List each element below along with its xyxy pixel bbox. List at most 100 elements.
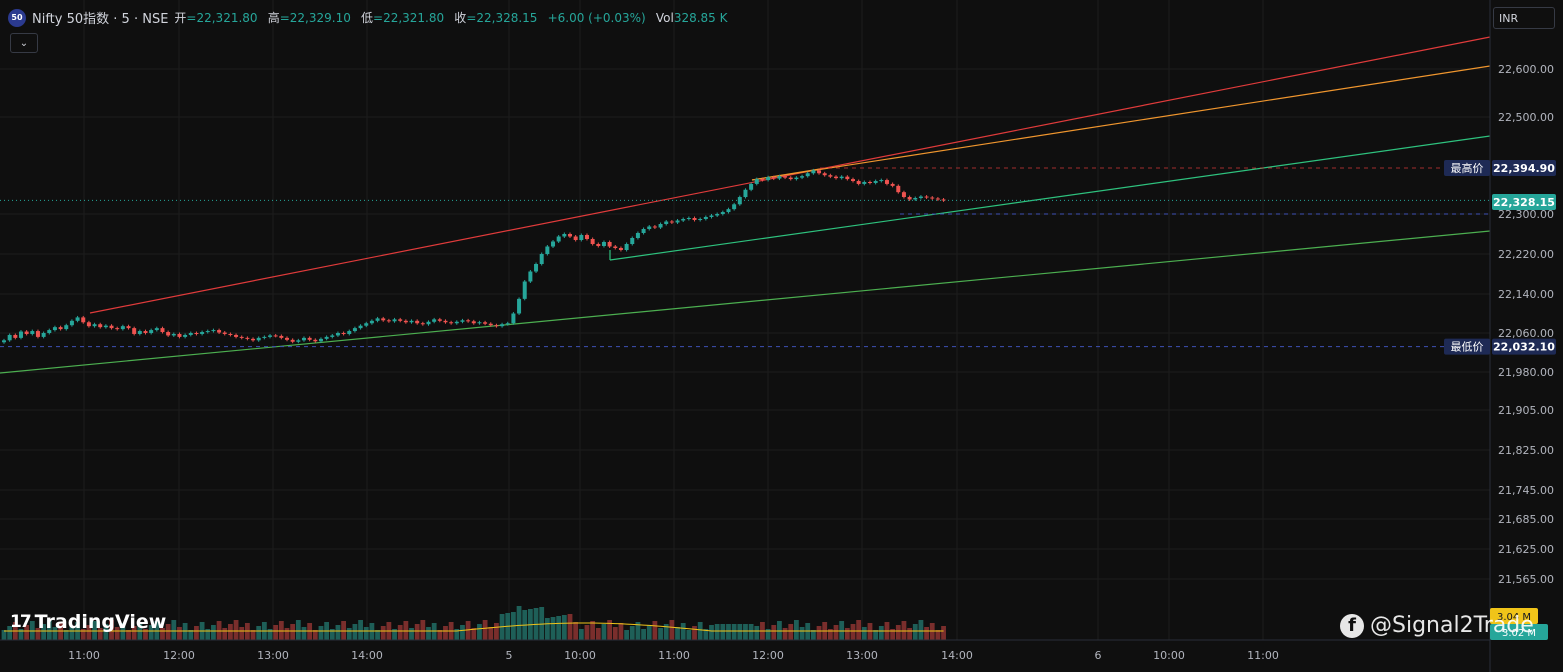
volume-bar (590, 621, 596, 640)
volume-bar (652, 621, 658, 640)
volume-bar (754, 626, 760, 640)
volume-bar (86, 625, 92, 640)
candle-body (200, 332, 205, 334)
candle-body (47, 330, 52, 333)
volume-bar (556, 616, 562, 640)
watermark-text: @Signal2Trade (1370, 613, 1534, 638)
candle-body (771, 177, 776, 179)
volume-bar (148, 625, 154, 640)
currency-button[interactable]: INR (1493, 7, 1555, 29)
candle-body (69, 320, 74, 326)
high-price-badge-bg (1492, 159, 1556, 176)
y-tick-label: 22,600.00 (1498, 63, 1554, 76)
candle-body (341, 333, 346, 334)
candle-body (222, 332, 227, 334)
candle-body (635, 233, 640, 238)
candle-body (573, 236, 578, 240)
candle-body (285, 337, 289, 340)
volume-bar (692, 626, 697, 640)
candle-body (590, 239, 595, 244)
volume-bar (907, 628, 912, 640)
volume-bar (561, 615, 567, 640)
candle-body (143, 331, 148, 333)
candle-body (879, 180, 884, 182)
candle-body (251, 338, 256, 341)
candle-body (358, 325, 363, 329)
volume-bar (850, 624, 856, 640)
tradingview-mark-icon: 17 (10, 612, 32, 632)
y-tick-label: 22,220.00 (1498, 248, 1554, 261)
collapse-legend-button[interactable]: ⌄ (10, 33, 38, 53)
candle-body (867, 181, 872, 183)
volume-bar (443, 626, 448, 640)
candle-body (183, 334, 188, 337)
candle-body (534, 264, 539, 272)
candle-body (737, 197, 742, 205)
candle-body (924, 196, 929, 198)
low-price-badge: 22,032.10 (1493, 341, 1555, 354)
candle-body (483, 322, 488, 324)
candle-body (7, 334, 12, 341)
volume-bar (584, 625, 590, 640)
volume-bar (924, 627, 929, 640)
candle-body (352, 328, 357, 332)
candle-body (896, 185, 901, 193)
candle-body (698, 219, 703, 220)
volume-bar (250, 630, 256, 640)
candle-body (58, 327, 63, 330)
volume-bar (748, 624, 754, 640)
volume-bar (550, 617, 556, 640)
volume-bar (329, 629, 335, 640)
candle-body (13, 334, 18, 338)
symbol-icon[interactable]: 50 (8, 8, 26, 27)
candle-body (41, 333, 46, 337)
high-tag: 最高价 (1451, 161, 1484, 175)
volume-bar (352, 624, 358, 640)
candle-body (471, 321, 476, 324)
volume-bar (935, 630, 941, 640)
candle-body (652, 226, 657, 228)
volume-bar (567, 614, 573, 640)
volume-bar (46, 620, 52, 640)
candle-body (426, 321, 431, 325)
symbol-title[interactable]: Nifty 50指数 · 5 · NSE (32, 12, 169, 27)
volume-bar (635, 622, 641, 640)
volume-bar (833, 625, 839, 640)
chevron-down-icon: ⌄ (19, 37, 29, 49)
volume-bar (816, 626, 822, 640)
volume-bars (1, 606, 946, 640)
volume-bar (222, 628, 228, 640)
volume-bar (126, 630, 131, 640)
watermark: f @Signal2Trade (1340, 613, 1534, 638)
candle-body (884, 180, 889, 184)
candle-body (279, 335, 284, 338)
candle-body (715, 214, 720, 216)
volume-bar (109, 620, 114, 640)
volume-bar (890, 629, 896, 640)
candle-body (873, 181, 878, 183)
candle-body (568, 234, 572, 237)
candle-body (120, 326, 125, 330)
volume-bar (143, 629, 148, 640)
volume-bar (731, 624, 737, 640)
candle-body (313, 339, 318, 342)
tradingview-logo[interactable]: 17 TradingView (10, 611, 166, 633)
low-value: =22,321.80 (373, 11, 445, 25)
volume-bar (188, 630, 194, 640)
candle-body (268, 335, 273, 337)
candle-body (783, 176, 788, 178)
trendlines (0, 36, 1491, 374)
candle-body (409, 320, 414, 323)
candle-body (834, 176, 839, 179)
candle-body (205, 331, 210, 333)
candle-body (171, 333, 176, 336)
volume-bar (41, 624, 47, 640)
candle-body (556, 236, 561, 242)
candle-body (822, 173, 827, 176)
volume-bar (63, 630, 69, 640)
volume-bar (709, 625, 714, 640)
x-tick-label: 10:00 (564, 649, 596, 662)
candle-body (330, 335, 335, 337)
